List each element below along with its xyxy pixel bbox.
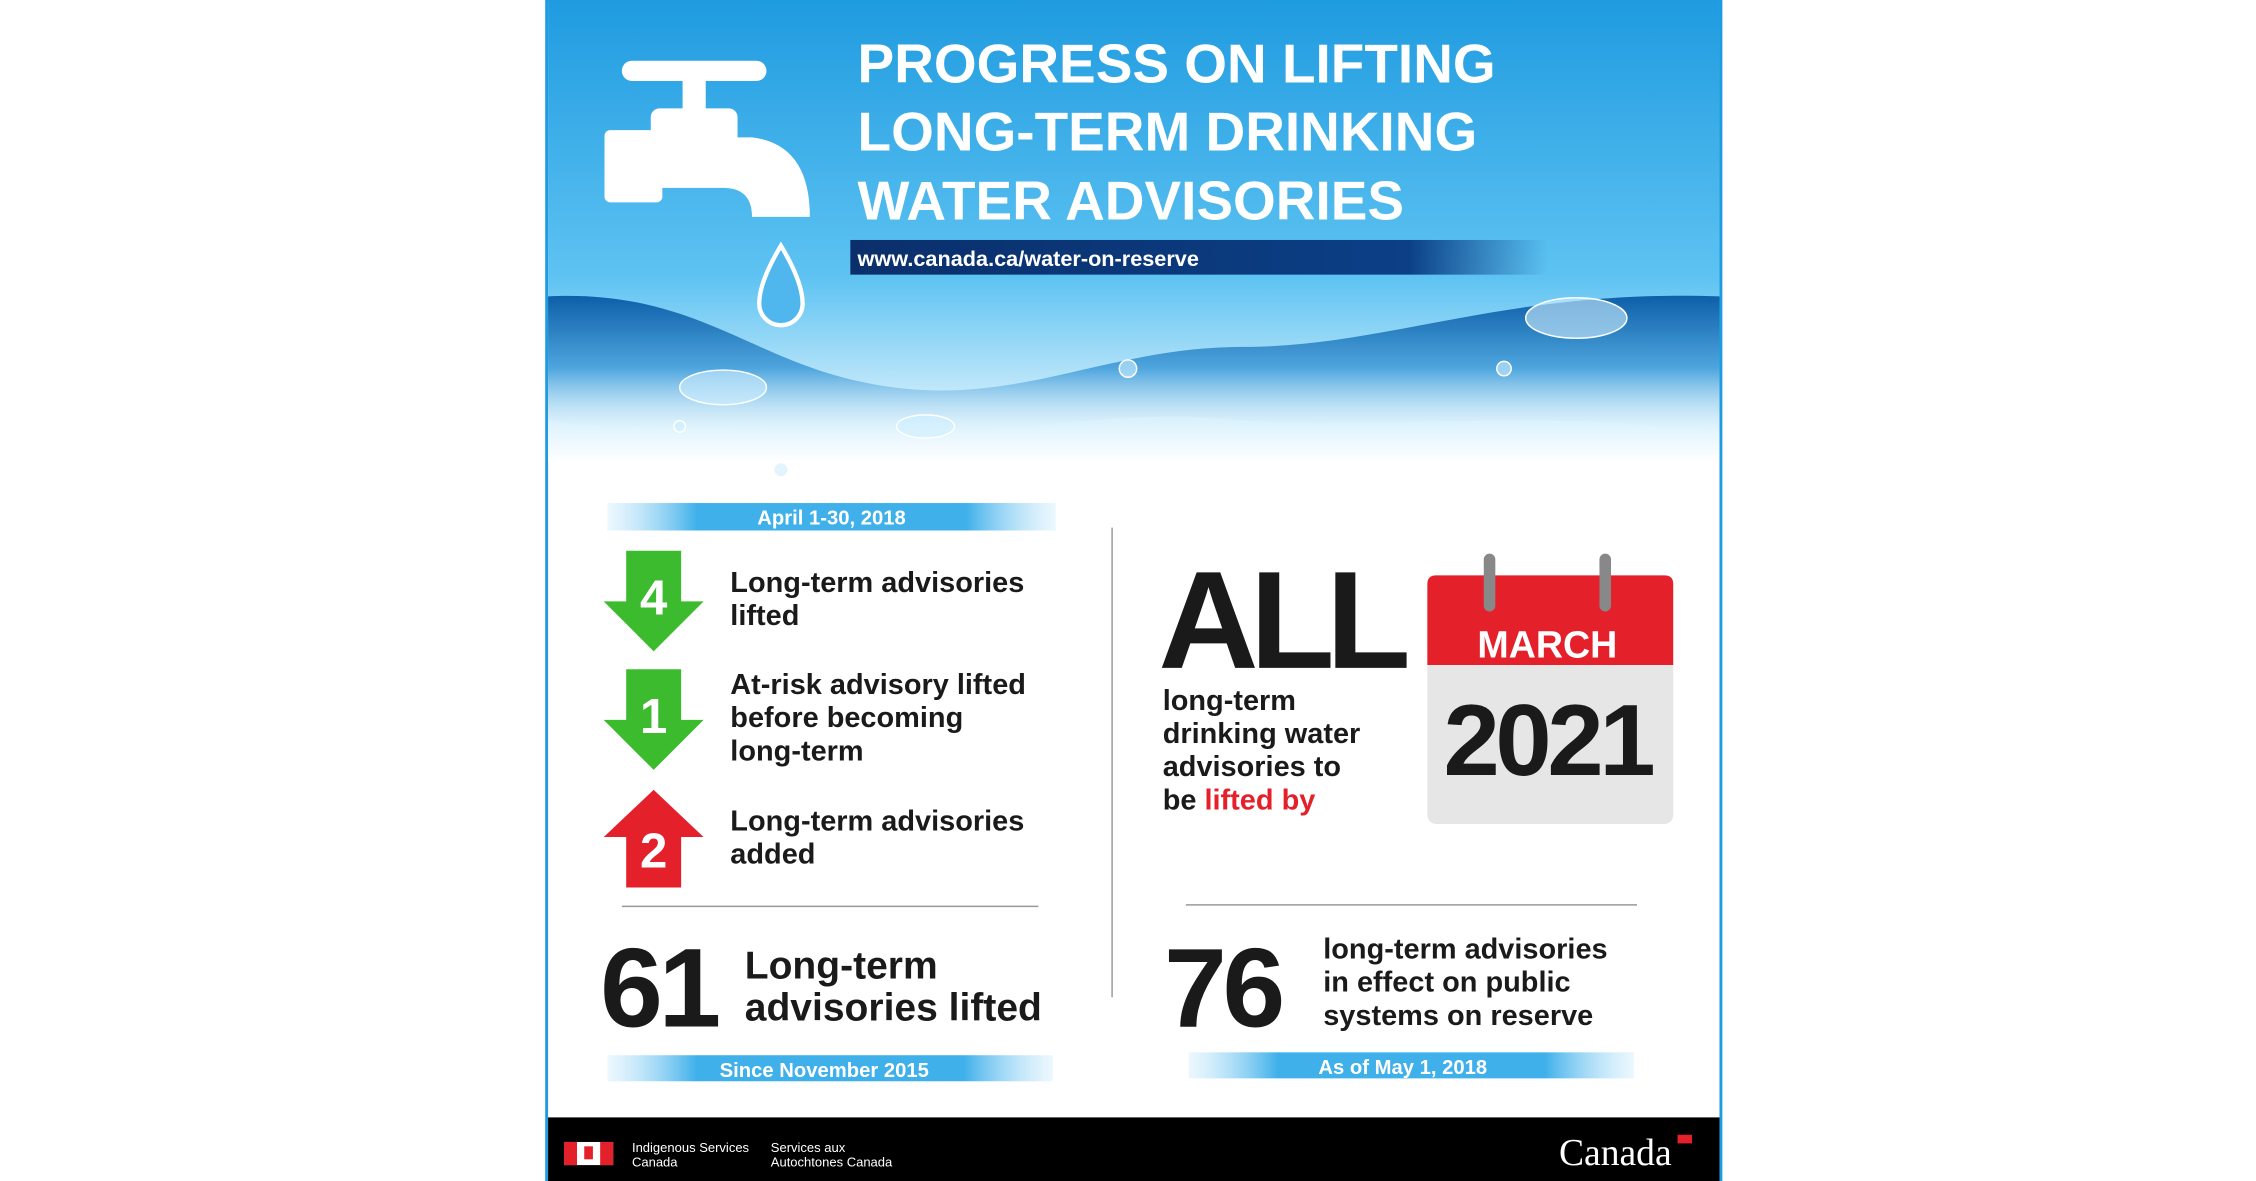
in-effect-label: long-term advisories: [1323, 933, 1607, 965]
item-label: long-term: [730, 735, 863, 767]
wordmark-flag: [1677, 1134, 1692, 1144]
calendar-year: 2021: [1443, 684, 1653, 797]
in-effect-number: 76: [1164, 924, 1281, 1050]
url: www.canada.ca/water-on-reserve: [857, 246, 1199, 271]
goal-text: advisories to: [1163, 751, 1341, 783]
footer: [548, 1117, 1720, 1181]
item-number: 1: [640, 690, 667, 744]
in-effect-label: in effect on public: [1323, 967, 1570, 999]
goal-text: be lifted by: [1163, 785, 1316, 817]
item-label: added: [730, 839, 815, 871]
goal-headline: ALL: [1158, 543, 1407, 698]
faucet-icon: [604, 60, 810, 328]
calendar: [1427, 553, 1674, 824]
title-line: PROGRESS ON LIFTING: [858, 32, 1496, 94]
title-line: LONG-TERM DRINKING: [858, 100, 1478, 162]
goal-text: drinking water: [1163, 718, 1361, 750]
in-effect-label: systems on reserve: [1323, 1000, 1593, 1032]
down-arrow: [596, 547, 711, 656]
dept-fr: Services aux: [771, 1140, 846, 1155]
item-label: before becoming: [730, 702, 963, 734]
up-arrow: [596, 785, 711, 891]
url-bar: [850, 239, 1548, 275]
wordmark: Canada: [1559, 1133, 1672, 1174]
period: April 1-30, 2018: [757, 508, 906, 530]
dept-fr: Autochtones Canada: [771, 1155, 893, 1170]
dept-en: Indigenous Services: [632, 1140, 750, 1155]
total-label: Long-term: [745, 945, 938, 988]
item-label: At-risk advisory lifted: [730, 669, 1026, 701]
goal-text: long-term: [1163, 685, 1296, 717]
item-number: 2: [640, 824, 667, 878]
item-label: lifted: [730, 600, 799, 632]
period: Since November 2015: [720, 1060, 929, 1082]
item-label: Long-term advisories: [730, 805, 1024, 837]
item-number: 4: [640, 571, 668, 625]
period-bar: [607, 1055, 1053, 1082]
total-number: 61: [600, 924, 718, 1050]
flag: [564, 1141, 614, 1166]
dept-en: Canada: [632, 1155, 678, 1170]
calendar-month: MARCH: [1477, 624, 1617, 666]
period: As of May 1, 2018: [1318, 1057, 1487, 1079]
total-label: advisories lifted: [745, 987, 1042, 1030]
period-bar: [607, 503, 1056, 531]
down-arrow: [596, 666, 711, 774]
title-line: WATER ADVISORIES: [858, 170, 1404, 232]
period-bar: [1188, 1052, 1635, 1079]
bubbles: [673, 297, 1628, 478]
item-label: Long-term advisories: [730, 567, 1024, 599]
